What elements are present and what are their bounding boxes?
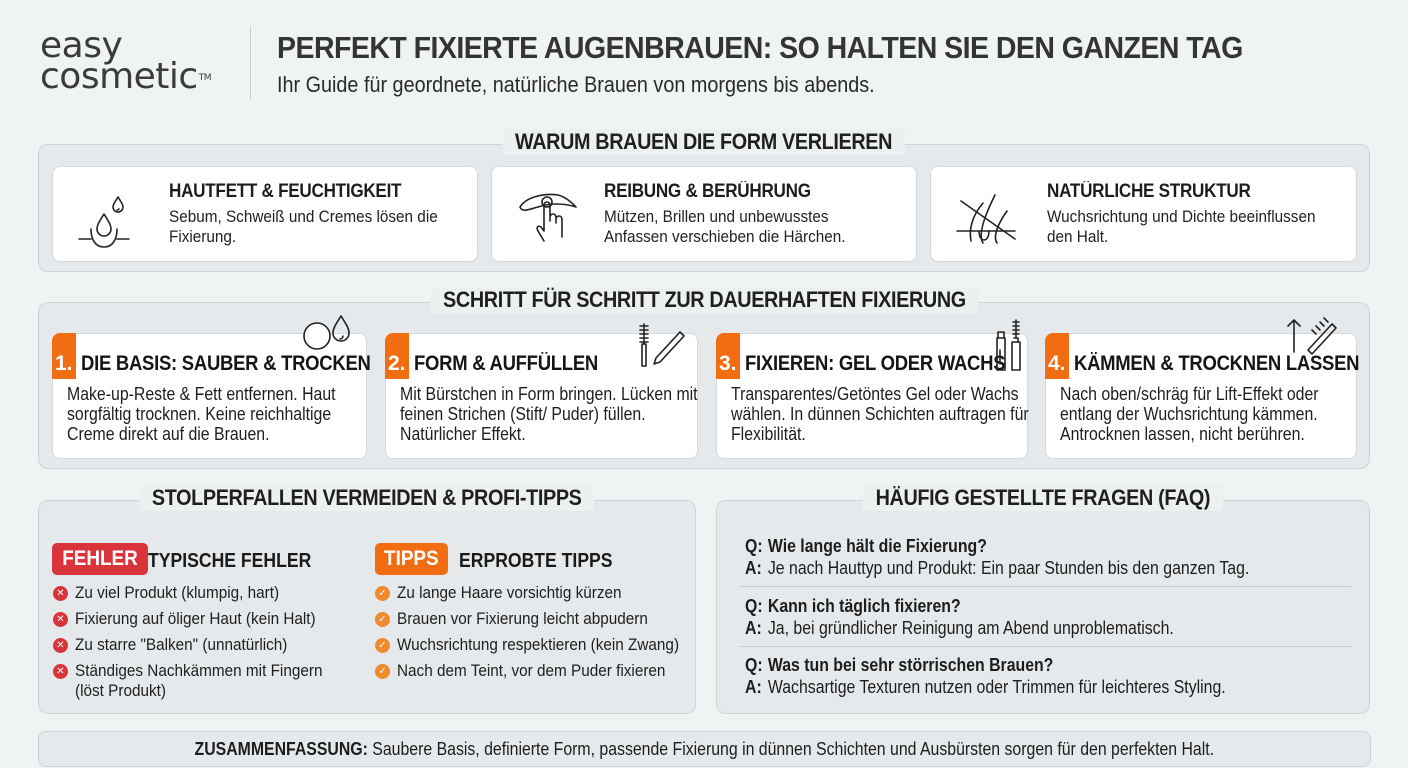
gel-tube-icon — [996, 319, 1021, 371]
faq-question: Q: Was tun bei sehr störrischen Brauen? — [745, 655, 1054, 675]
list-item: ✕ Fixierung auf öliger Haut (kein Halt) — [53, 609, 350, 629]
why-card-desc: Mützen, Brillen und unbewusstes Anfassen… — [604, 207, 846, 246]
why-section: WARUM BRAUEN DIE FORM VERLIEREN HAUTFETT… — [38, 129, 1370, 272]
x-circle-icon: ✕ — [53, 586, 68, 601]
why-card-title: NATÜRLICHE STRUKTUR — [1047, 181, 1251, 202]
list-item: ✓ Wuchsrichtung respektieren (kein Zwang) — [375, 635, 710, 655]
faq-item: Q: Was tun bei sehr störrischen Brauen? A… — [745, 654, 1347, 698]
tips-badge: TIPPS — [375, 543, 448, 575]
step-title: FIXIEREN: GEL ODER WACHS — [745, 352, 1006, 375]
why-card-structure: NATÜRLICHE STRUKTUR Wuchsrichtung und Di… — [930, 166, 1357, 262]
x-circle-icon: ✕ — [53, 612, 68, 627]
pitfalls-section: STOLPERFALLEN VERMEIDEN & PROFI-TIPPS FE… — [38, 485, 696, 714]
step-desc: Make-up-Reste & Fett entfernen. Haut sor… — [67, 384, 336, 444]
step-desc: Mit Bürstchen in Form bringen. Lücken mi… — [400, 384, 698, 444]
faq-answer: A: Je nach Hauttyp und Produkt: Ein paar … — [745, 558, 1250, 578]
why-card-desc: Wuchsrichtung und Dichte beeinflussen de… — [1047, 207, 1316, 246]
list-item-continuation: (löst Produkt) — [75, 681, 166, 700]
steps-section: SCHRITT FÜR SCHRITT ZUR DAUERHAFTEN FIXI… — [38, 287, 1370, 469]
why-card-title: REIBUNG & BERÜHRUNG — [604, 181, 811, 202]
check-circle-icon: ✓ — [375, 638, 390, 653]
page-subtitle: Ihr Guide für geordnete, natürliche Brau… — [277, 72, 875, 97]
header: easy cosmeticTM PERFEKT FIXIERTE AUGENBR… — [0, 0, 1408, 110]
faq-question: Q: Kann ich täglich fixieren? — [745, 596, 961, 616]
step-number-bar — [385, 333, 409, 379]
errors-list: ✕ Zu viel Produkt (klumpig, hart) ✕ Fixier… — [53, 583, 350, 707]
faq-item: Q: Wie lange hält die Fixierung? A: Je nac… — [745, 535, 1347, 579]
cotton-pad-drop-icon — [303, 315, 350, 350]
faq-section: HÄUFIG GESTELLTE FRAGEN (FAQ) Q: Wie lang… — [716, 485, 1370, 714]
step-title: KÄMMEN & TROCKNEN LASSEN — [1074, 352, 1360, 375]
page-title: PERFEKT FIXIERTE AUGENBRAUEN: SO HALTEN … — [277, 30, 1243, 65]
step-card-1: 1. DIE BASIS: SAUBER & TROCKEN Make-up-R… — [52, 315, 371, 459]
check-circle-icon: ✓ — [375, 612, 390, 627]
list-item: ✓ Zu lange Haare vorsichtig kürzen — [375, 583, 710, 603]
step-card-4: 4. KÄMMEN & TROCKNEN LASSEN Nach oben/sc… — [1045, 317, 1360, 459]
why-card-title: HAUTFETT & FEUCHTIGKEIT — [169, 181, 402, 202]
list-item: ✕ Ständiges Nachkämmen mit Fingern — [53, 661, 350, 681]
step-title: FORM & AUFFÜLLEN — [414, 352, 598, 375]
hair-structure-icon — [956, 194, 1016, 244]
step-number: 4. — [1048, 352, 1066, 375]
faq-answer: A: Ja, bei gründlicher Reinigung am Abend… — [745, 618, 1174, 638]
tips-heading: ERPROBTE TIPPS — [459, 550, 613, 572]
step-number-bar — [1045, 333, 1069, 379]
summary-label: ZUSAMMENFASSUNG: — [194, 739, 369, 759]
step-card-3: 3. FIXIEREN: GEL ODER WACHS Transparente… — [716, 319, 1029, 459]
step-number: 2. — [388, 352, 406, 375]
pitfalls-section-title: STOLPERFALLEN VERMEIDEN & PROFI-TIPPS — [39, 485, 695, 511]
list-item: ✕ Zu starre "Balken" (unnatürlich) — [53, 635, 350, 655]
check-circle-icon: ✓ — [375, 664, 390, 679]
tips-list: ✓ Zu lange Haare vorsichtig kürzen ✓ Braue… — [375, 583, 710, 687]
finger-touch-brow-icon — [519, 193, 577, 242]
faq-answer: A: Wachsartige Texturen nutzen oder Trimm… — [745, 677, 1226, 697]
step-card-2: 2. FORM & AUFFÜLLEN Mit Bürstchen in For… — [385, 323, 698, 459]
spoolie-pencil-icon — [639, 323, 685, 367]
header-divider — [250, 26, 251, 100]
faq-question: Q: Wie lange hält die Fixierung? — [745, 536, 987, 556]
steps-section-title: SCHRITT FÜR SCHRITT ZUR DAUERHAFTEN FIXI… — [39, 287, 1369, 313]
brand-logo: easy cosmeticTM — [40, 25, 212, 95]
step-desc: Nach oben/schräg für Lift-Effekt oder en… — [1060, 384, 1319, 444]
faq-divider — [739, 586, 1351, 587]
list-item: ✓ Nach dem Teint, vor dem Puder fixieren — [375, 661, 710, 681]
check-circle-icon: ✓ — [375, 586, 390, 601]
step-number: 1. — [55, 352, 73, 375]
summary-bar: ZUSAMMENFASSUNG: Saubere Basis, definier… — [38, 731, 1371, 767]
why-card-desc: Sebum, Schweiß und Cremes lösen die Fixi… — [169, 207, 438, 246]
logo-line-2: cosmetic — [40, 56, 198, 97]
x-circle-icon: ✕ — [53, 638, 68, 653]
list-item: ✓ Brauen vor Fixierung leicht abpudern — [375, 609, 710, 629]
faq-item: Q: Kann ich täglich fixieren? A: Ja, bei g… — [745, 595, 1347, 639]
list-item: ✕ Zu viel Produkt (klumpig, hart) — [53, 583, 350, 603]
logo-trademark: TM — [198, 73, 212, 83]
logo-line-1: easy — [40, 25, 123, 66]
step-number: 3. — [719, 352, 737, 375]
why-section-title: WARUM BRAUEN DIE FORM VERLIEREN — [39, 129, 1369, 155]
oil-drop-icon — [78, 196, 130, 248]
summary-text: Saubere Basis, definierte Form, passende… — [368, 739, 1215, 759]
step-number-bar — [52, 333, 76, 379]
step-desc: Transparentes/Getöntes Gel oder Wachs wä… — [731, 384, 1029, 444]
errors-heading: TYPISCHE FEHLER — [148, 550, 312, 572]
step-number-bar — [716, 333, 740, 379]
faq-divider — [739, 646, 1351, 647]
step-title: DIE BASIS: SAUBER & TROCKEN — [81, 352, 371, 375]
x-circle-icon: ✕ — [53, 664, 68, 679]
arrow-brush-icon — [1287, 317, 1337, 355]
faq-section-title: HÄUFIG GESTELLTE FRAGEN (FAQ) — [717, 485, 1369, 511]
why-card-friction: REIBUNG & BERÜHRUNG Mützen, Brillen und … — [491, 166, 917, 262]
why-card-oil: HAUTFETT & FEUCHTIGKEIT Sebum, Schweiß u… — [52, 166, 478, 262]
errors-badge: FEHLER — [52, 543, 148, 575]
